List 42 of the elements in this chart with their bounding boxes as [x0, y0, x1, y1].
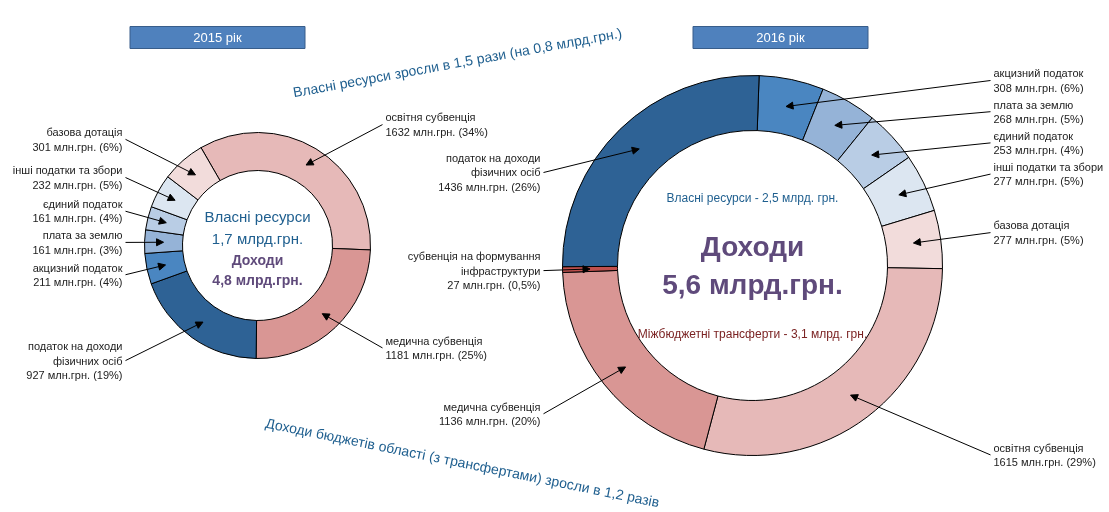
data-label: 268 млн.грн. (5%) [993, 112, 1084, 125]
data-label: 27 млн.грн. (0,5%) [447, 279, 541, 292]
slice-label: єдиний податок [993, 129, 1074, 142]
text: Міжбюджетні трансферти - 3,1 млрд. грн. [637, 326, 868, 341]
text: Власні ресурси 1,7 млрд.грн. [204, 208, 311, 247]
data-label: 308 млн.грн. (6%) [993, 81, 1084, 94]
data-label: 1136 млн.грн. (20%) [439, 414, 541, 427]
slice-label: акцизний податок [993, 67, 1084, 80]
data-label: 1181 млн.грн. (25%) [385, 349, 487, 362]
slice-label: податок на доходи фізичних осіб [446, 152, 541, 179]
slice-label: податок на доходи фізичних осіб [28, 340, 123, 367]
data-label: 161 млн.грн. (4%) [32, 212, 123, 225]
data-label: 232 млн.грн. (5%) [32, 178, 123, 191]
data-label: 161 млн.грн. (3%) [32, 243, 123, 256]
text: Власні ресурси зросли в 1,5 рази (на 0,8 млрд.грн.) [291, 24, 624, 101]
slice-label: базова дотація [993, 219, 1070, 232]
text: Доходи 4,8 млрд.грн. [212, 251, 303, 288]
slice-label: акцизний податок [32, 261, 123, 274]
slice-label: освітня субвенція [993, 441, 1084, 454]
slice-label: освітня субвенція [385, 111, 476, 124]
slice-label: субвенція на формування інфраструктури [407, 250, 541, 277]
slice-label: медична субвенція [443, 400, 541, 413]
slice-label: плата за землю [993, 98, 1074, 111]
slice-label: інші податки та збори [12, 164, 123, 177]
data-label: 253 млн.грн. (4%) [993, 144, 1084, 157]
slice-label: медична субвенція [385, 334, 483, 347]
data-label: 1436 млн.грн. (26%) [438, 180, 541, 193]
data-label: 1615 млн.грн. (29%) [993, 456, 1096, 469]
data-label: 301 млн.грн. (6%) [32, 140, 123, 153]
slice-label: плата за землю [42, 229, 123, 242]
chart-title: 2016 рік [756, 30, 805, 45]
slice-label: інші податки та збори [993, 160, 1104, 173]
data-label: 927 млн.грн. (19%) [26, 368, 123, 381]
slice-label: єдиний податок [42, 198, 123, 211]
data-label: 211 млн.грн. (4%) [33, 275, 123, 288]
data-label: 1632 млн.грн. (34%) [385, 125, 488, 138]
data-label: 277 млн.грн. (5%) [993, 233, 1084, 246]
slice-label: базова дотація [46, 126, 123, 139]
chart-title: 2015 рік [193, 30, 242, 45]
text: Доходи 5,6 млрд.грн. [662, 230, 843, 301]
data-label: 277 млн.грн. (5%) [993, 175, 1084, 188]
text: Власні ресурси - 2,5 млрд. грн. [666, 190, 839, 205]
